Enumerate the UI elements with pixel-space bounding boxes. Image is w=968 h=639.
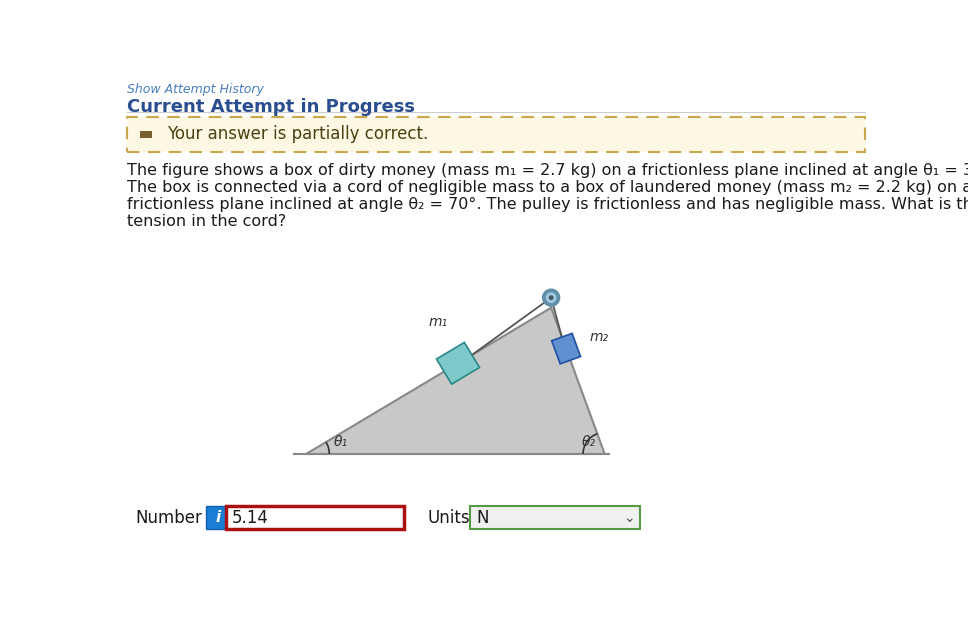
Text: N: N [476,509,489,527]
Polygon shape [306,308,605,454]
FancyBboxPatch shape [127,117,865,152]
Text: m₁: m₁ [429,315,448,329]
Text: i: i [215,511,221,525]
FancyBboxPatch shape [469,506,640,530]
Text: Number: Number [135,509,201,527]
Text: Current Attempt in Progress: Current Attempt in Progress [127,98,415,116]
Circle shape [543,289,560,306]
Polygon shape [552,334,581,364]
Text: ⌄: ⌄ [623,511,635,525]
Text: Your answer is partially correct.: Your answer is partially correct. [167,125,429,143]
Text: The box is connected via a cord of negligible mass to a box of laundered money (: The box is connected via a cord of negli… [127,180,968,195]
Text: m₂: m₂ [590,330,609,344]
Text: Show Attempt History: Show Attempt History [127,83,264,96]
Circle shape [550,296,553,299]
Circle shape [547,293,556,302]
Text: 5.14: 5.14 [231,509,269,527]
Text: frictionless plane inclined at angle θ₂ = 70°. The pulley is frictionless and ha: frictionless plane inclined at angle θ₂ … [127,197,968,212]
Text: Units: Units [427,509,469,527]
Text: tension in the cord?: tension in the cord? [127,213,287,229]
FancyBboxPatch shape [139,132,152,137]
Text: θ₂: θ₂ [582,435,595,449]
FancyBboxPatch shape [206,506,229,530]
Polygon shape [437,343,479,384]
FancyBboxPatch shape [226,506,404,530]
Text: θ₁: θ₁ [334,435,348,449]
Text: The figure shows a box of dirty money (mass m₁ = 2.7 kg) on a frictionless plane: The figure shows a box of dirty money (m… [127,163,968,178]
